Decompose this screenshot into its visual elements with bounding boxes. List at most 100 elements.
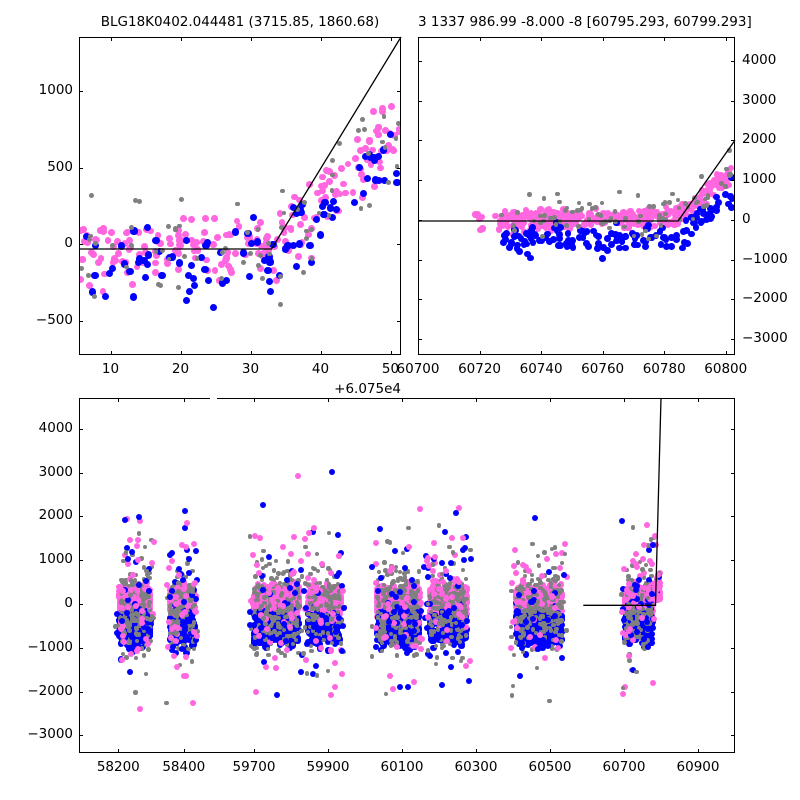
data-point-gray <box>670 191 675 197</box>
data-point-gray <box>705 195 710 201</box>
data-point-blue <box>590 227 598 235</box>
data-point-gray <box>144 568 149 574</box>
data-point-blue <box>184 271 192 279</box>
data-point-gray <box>272 617 277 622</box>
data-point-blue <box>265 253 273 261</box>
data-point-blue <box>306 242 314 250</box>
data-point-magenta <box>99 227 107 235</box>
data-point-magenta <box>227 266 235 273</box>
data-point-blue <box>579 234 587 242</box>
data-point-gray <box>276 630 282 635</box>
data-point-blue <box>152 236 160 244</box>
data-point-gray <box>512 228 517 233</box>
data-point-gray <box>192 620 197 625</box>
data-point-magenta <box>99 288 107 296</box>
data-point-blue <box>130 293 138 301</box>
data-point-magenta <box>286 624 293 630</box>
data-point-gray <box>128 578 134 583</box>
data-point-blue <box>565 242 573 249</box>
data-point-gray <box>607 225 612 231</box>
data-point-gray <box>724 166 729 172</box>
data-point-magenta <box>365 138 373 146</box>
data-point-gray <box>166 256 172 262</box>
data-point-blue <box>585 243 593 250</box>
data-point-gray <box>266 653 271 658</box>
data-point-magenta <box>341 189 349 197</box>
data-point-gray <box>723 183 728 189</box>
data-point-blue <box>329 197 337 206</box>
data-point-blue <box>633 241 641 249</box>
data-point-blue <box>186 287 194 296</box>
data-point-magenta <box>291 533 298 540</box>
data-point-gray <box>89 193 95 198</box>
data-point-magenta <box>151 538 158 545</box>
data-point-magenta <box>202 214 210 222</box>
data-point-magenta <box>133 263 141 271</box>
top-right-panel[interactable] <box>418 37 736 355</box>
data-point-gray <box>278 225 284 231</box>
data-point-blue <box>689 219 697 227</box>
data-point-blue <box>642 243 650 250</box>
data-point-gray <box>283 614 288 619</box>
data-point-gray <box>92 294 98 300</box>
data-point-magenta <box>674 220 681 227</box>
data-point-gray <box>262 595 267 600</box>
data-point-magenta <box>194 247 202 254</box>
data-point-magenta <box>138 619 145 626</box>
bottom-panel[interactable] <box>79 396 735 753</box>
data-point-blue <box>501 236 509 243</box>
data-point-blue <box>122 516 129 523</box>
data-point-gray <box>142 545 148 550</box>
data-point-blue <box>101 293 110 301</box>
data-point-blue <box>535 237 543 245</box>
data-point-magenta <box>189 699 196 706</box>
data-point-magenta <box>708 182 715 189</box>
data-point-magenta <box>263 625 270 632</box>
data-point-blue <box>317 231 325 239</box>
data-point-magenta <box>152 269 160 276</box>
top-left-panel[interactable] <box>79 36 402 355</box>
data-point-gray <box>143 671 148 676</box>
data-point-blue <box>312 215 320 223</box>
data-point-gray <box>259 557 264 562</box>
data-point-blue <box>600 244 607 251</box>
data-point-magenta <box>294 472 301 479</box>
data-point-magenta <box>211 215 219 222</box>
data-point-blue <box>182 507 189 514</box>
data-point-gray <box>219 276 224 281</box>
data-point-gray <box>189 597 194 603</box>
data-point-magenta <box>495 226 503 233</box>
data-point-magenta <box>163 260 171 267</box>
data-point-blue <box>374 152 383 160</box>
data-point-magenta <box>255 633 262 640</box>
data-point-gray <box>499 212 504 218</box>
data-point-magenta <box>479 225 486 232</box>
data-point-blue <box>594 240 602 248</box>
data-point-blue <box>91 272 99 280</box>
data-point-magenta <box>294 252 302 260</box>
data-point-gray <box>185 561 190 566</box>
data-point-gray <box>153 249 159 255</box>
data-point-magenta <box>174 266 182 274</box>
data-point-gray <box>255 646 260 651</box>
data-point-gray <box>638 213 643 219</box>
data-point-blue <box>527 254 535 262</box>
data-point-magenta <box>576 213 584 221</box>
data-point-gray <box>127 628 132 633</box>
data-point-magenta <box>273 664 280 671</box>
data-point-blue <box>553 226 561 234</box>
data-point-blue <box>621 244 629 252</box>
data-point-blue <box>143 223 151 232</box>
data-point-blue <box>266 287 274 295</box>
data-point-blue <box>393 179 401 187</box>
data-point-blue <box>140 256 148 265</box>
data-point-magenta <box>283 647 290 654</box>
data-point-gray <box>187 587 192 592</box>
data-point-blue <box>118 618 125 625</box>
data-point-blue <box>266 258 274 266</box>
data-point-magenta <box>664 221 672 228</box>
data-point-magenta <box>265 590 272 597</box>
data-point-blue <box>182 237 190 245</box>
data-point-blue <box>355 163 363 172</box>
data-point-magenta <box>344 160 352 168</box>
